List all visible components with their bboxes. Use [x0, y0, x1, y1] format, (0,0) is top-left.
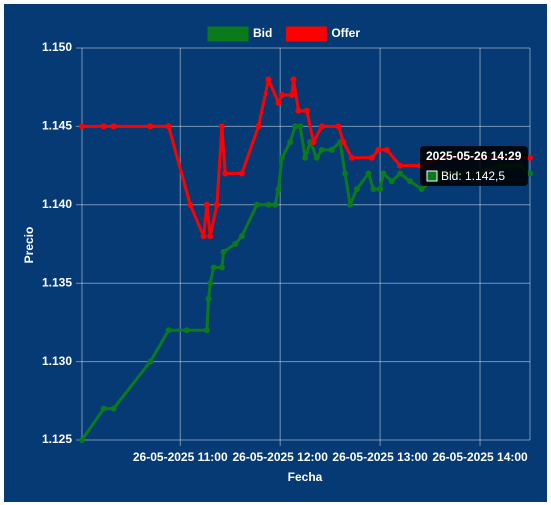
- legend-label: Offer: [331, 26, 360, 40]
- data-point: [265, 76, 272, 83]
- y-tick-label: 1.135: [42, 275, 72, 289]
- legend-swatch: [207, 26, 249, 42]
- data-point: [200, 233, 207, 240]
- y-tick-label: 1.145: [42, 119, 72, 133]
- data-point: [375, 146, 382, 153]
- data-point: [205, 295, 212, 302]
- data-point: [278, 92, 285, 99]
- data-point: [310, 139, 317, 146]
- legend-swatch: [285, 26, 327, 42]
- data-point: [527, 154, 533, 161]
- data-point: [213, 201, 220, 208]
- data-point: [100, 405, 107, 412]
- data-point: [275, 99, 282, 106]
- data-point: [203, 201, 210, 208]
- data-point: [348, 154, 355, 161]
- data-point: [380, 170, 387, 177]
- legend-label: Bid: [253, 26, 272, 40]
- data-point: [79, 437, 85, 443]
- data-point: [318, 123, 325, 130]
- data-point: [335, 123, 342, 130]
- data-point: [407, 178, 414, 185]
- y-tick-label: 1.140: [42, 197, 72, 211]
- data-point: [295, 107, 302, 114]
- data-point: [275, 186, 282, 193]
- data-point: [253, 201, 260, 208]
- data-point: [340, 139, 347, 146]
- data-point: [418, 186, 425, 193]
- x-tick-label: 26-05-2025 14:00: [432, 450, 528, 464]
- data-point: [297, 123, 304, 130]
- data-point: [365, 170, 372, 177]
- data-point: [377, 186, 384, 193]
- tooltip-box: [420, 146, 528, 186]
- x-tick-label: 26-05-2025 13:00: [332, 450, 428, 464]
- data-point: [147, 123, 154, 130]
- data-point: [318, 146, 325, 153]
- data-point: [207, 233, 214, 240]
- data-point: [110, 123, 117, 130]
- y-tick-label: 1.130: [42, 354, 72, 368]
- data-point: [397, 170, 404, 177]
- data-point: [165, 123, 172, 130]
- data-point: [165, 327, 172, 334]
- tooltip-swatch: [426, 170, 438, 182]
- data-point: [288, 92, 295, 99]
- data-point: [303, 107, 310, 114]
- data-point: [302, 154, 309, 161]
- data-point: [313, 154, 320, 161]
- data-point: [110, 405, 117, 412]
- x-tick-label: 26-05-2025 11:00: [133, 450, 228, 464]
- data-point: [292, 123, 299, 130]
- data-point: [265, 201, 272, 208]
- data-point: [290, 76, 297, 83]
- data-point: [328, 146, 335, 153]
- data-point: [218, 264, 225, 271]
- data-point: [187, 201, 194, 208]
- data-point: [218, 123, 225, 130]
- data-point: [287, 139, 294, 146]
- y-axis-title: Precio: [22, 227, 36, 264]
- data-point: [278, 154, 285, 161]
- data-point: [238, 233, 245, 240]
- data-point: [222, 170, 229, 177]
- data-point: [232, 241, 239, 247]
- tooltip-label: Bid: 1.142,5: [441, 169, 505, 183]
- x-axis-title: Fecha: [288, 470, 323, 484]
- data-point: [207, 280, 214, 287]
- x-tick-label: 26-05-2025 12:00: [232, 450, 328, 464]
- chart-background: [4, 4, 547, 502]
- data-point: [255, 123, 262, 130]
- data-point: [388, 178, 395, 185]
- data-point: [383, 146, 390, 153]
- data-point: [370, 186, 377, 193]
- data-point: [368, 154, 375, 161]
- data-point: [353, 186, 360, 193]
- data-point: [183, 327, 190, 334]
- data-point: [147, 358, 154, 365]
- data-point: [100, 123, 107, 130]
- tooltip-title: 2025-05-26 14:29: [426, 149, 522, 163]
- data-point: [238, 170, 245, 177]
- tooltip: 2025-05-26 14:29 Bid: 1.142,5: [420, 146, 528, 186]
- data-point: [347, 201, 354, 208]
- data-point: [272, 201, 279, 208]
- data-point: [210, 264, 217, 271]
- y-tick-label: 1.150: [42, 40, 72, 54]
- y-tick-label: 1.125: [42, 432, 72, 446]
- series-line: [82, 77, 530, 238]
- data-point: [342, 170, 349, 177]
- data-point: [203, 327, 210, 334]
- data-point: [397, 162, 404, 169]
- data-point: [79, 123, 85, 130]
- data-point: [527, 170, 533, 177]
- data-point: [220, 248, 227, 255]
